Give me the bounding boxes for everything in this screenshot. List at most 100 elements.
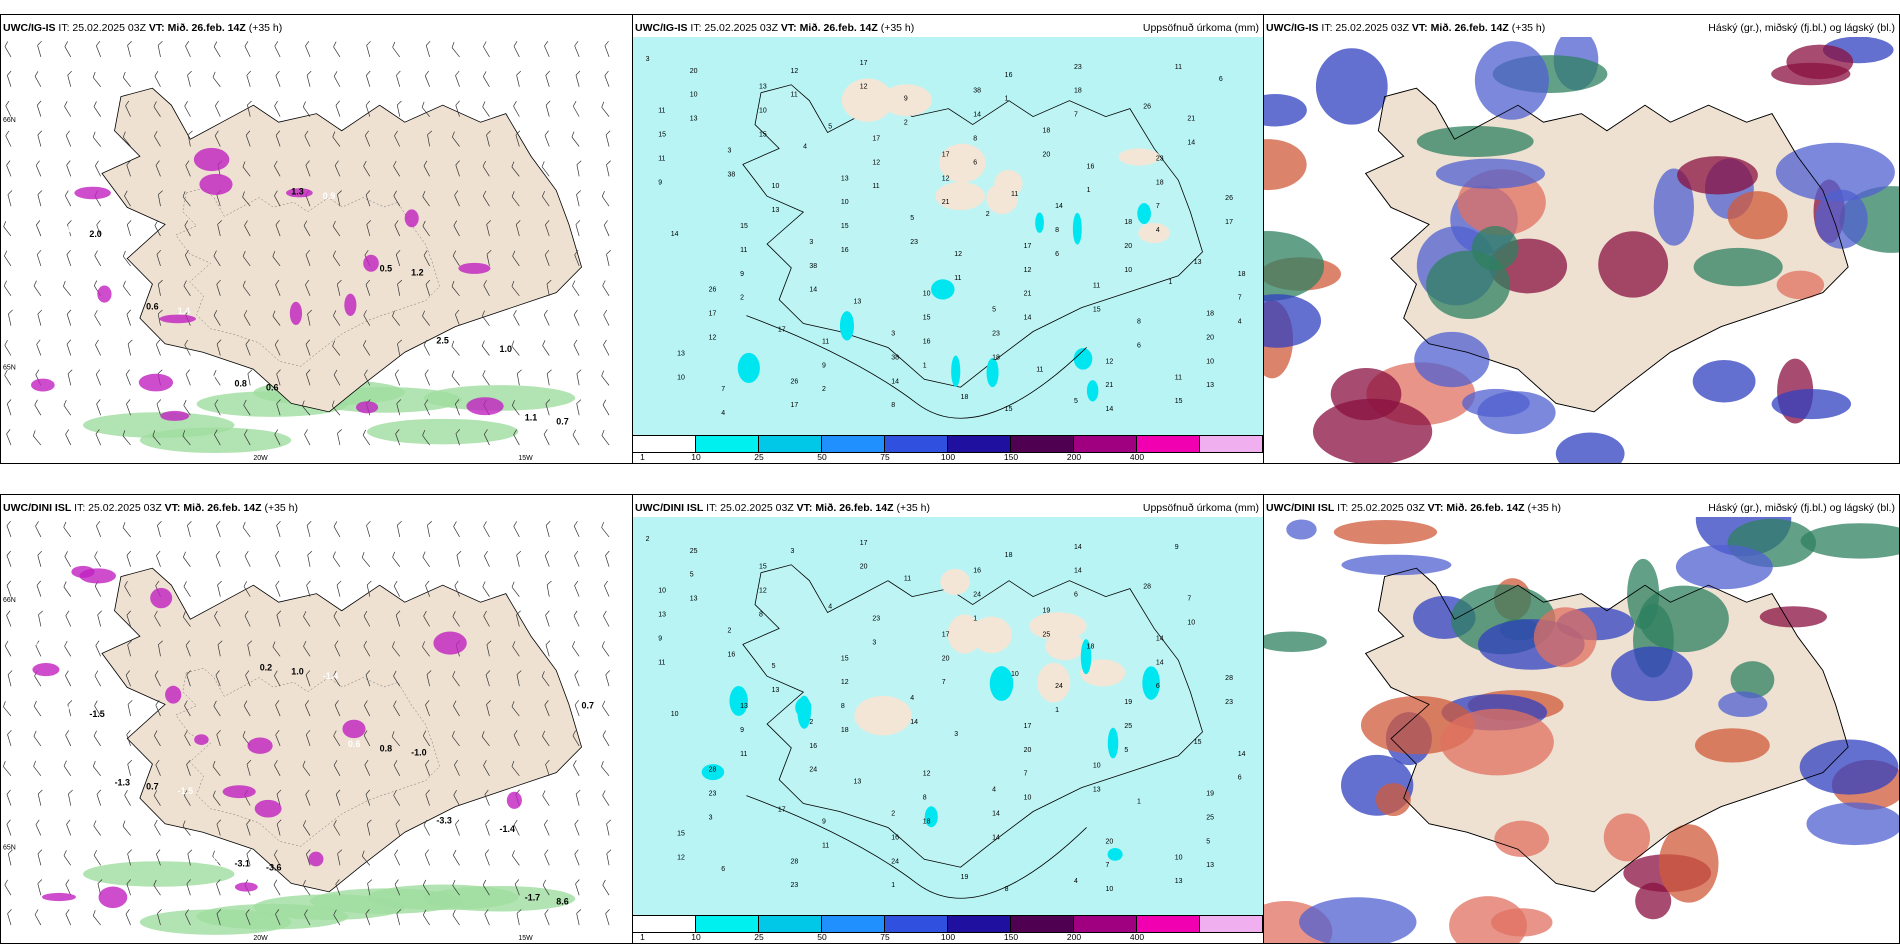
colorbar-swatch: [696, 916, 759, 932]
wind-barb: [127, 759, 133, 776]
precip-value: 13: [740, 703, 748, 710]
temp-label: 4.0: [33, 637, 45, 647]
wind-barb: [576, 399, 582, 416]
wind-barb: [216, 879, 221, 896]
colorbar-swatch: [759, 436, 822, 452]
wind-barb: [516, 550, 522, 567]
wind-barb: [573, 610, 580, 627]
wind-barb: [36, 249, 42, 267]
precip-patch: [222, 785, 256, 799]
wind-barb: [544, 849, 550, 866]
wind-barb: [605, 550, 610, 567]
precip-value: 11: [1011, 191, 1018, 198]
precip-value: 15: [759, 564, 767, 571]
precip-value: 5: [1074, 398, 1078, 405]
wind-barb: [514, 879, 520, 896]
wind-barb: [36, 339, 42, 356]
wind-barb: [486, 220, 491, 237]
cloud-map[interactable]: [1264, 37, 1899, 463]
wind-barb: [602, 280, 610, 296]
wind-barb: [304, 130, 311, 147]
wind-temp-map[interactable]: 66N 65N 20W 15W 0.5 0.6 1.0 1.4 1.2 2.0 0.9 0.7 0.8 0…: [1, 37, 632, 463]
wind-barb: [35, 640, 42, 657]
dry-area: [1037, 662, 1071, 703]
wind-barb: [216, 819, 222, 836]
wind-barb: [392, 641, 401, 657]
wind-barb: [8, 309, 13, 326]
precip-value: 14: [973, 112, 981, 119]
precip-value: 38: [973, 88, 981, 95]
wind-barb: [392, 310, 401, 326]
precip-value: 13: [658, 612, 666, 619]
wind-barb: [366, 40, 371, 58]
wind-barb: [95, 369, 102, 386]
wind-barb: [425, 40, 431, 58]
wind-barb: [126, 610, 131, 627]
cloud-patch: [1635, 882, 1672, 920]
cloud-patch: [1299, 897, 1417, 943]
precip-value: 23: [992, 331, 1000, 338]
wind-barb: [393, 160, 401, 177]
wind-barb: [606, 160, 611, 177]
precip-patch: [159, 314, 196, 324]
wind-barb: [124, 581, 131, 597]
wind-barb: [486, 250, 492, 266]
wind-barb: [216, 339, 222, 356]
wind-barb: [545, 759, 550, 776]
wind-barb: [302, 101, 311, 117]
cloud-map[interactable]: [1264, 517, 1899, 943]
wind-barb: [214, 399, 221, 416]
precip-value: 9: [822, 818, 826, 825]
wind-barb: [6, 160, 12, 177]
precip-value: 26: [1225, 195, 1233, 202]
precip-value: 28: [1225, 675, 1233, 682]
wind-barb: [422, 879, 430, 896]
wind-barb: [545, 100, 551, 117]
wind-barb: [455, 70, 460, 87]
precip-value: 9: [1175, 544, 1179, 551]
wind-barb: [333, 369, 341, 386]
precip-map[interactable]: 3 5 11 13 17 18 26 38 23 15 10 12 20 17 14 18 11 15 21 10 12…: [633, 37, 1263, 435]
precip-value: 1: [1087, 187, 1091, 194]
precip-patch: [1107, 727, 1119, 759]
precip-value: 16: [841, 247, 849, 254]
precip-value: 11: [740, 751, 747, 758]
precip-value: 16: [923, 338, 931, 345]
wind-barb: [92, 910, 101, 926]
wind-barb: [95, 640, 102, 657]
wind-barb: [156, 399, 162, 416]
wind-temp-map[interactable]: 66N 65N 20W 15W 4.0 -3.6 -1.4 -1.5 -1.0 -1.5 -1.4 8…: [1, 517, 632, 943]
wind-barb: [606, 849, 612, 866]
wind-barb: [455, 160, 460, 177]
wind-barb: [213, 370, 221, 386]
wind-barb: [363, 340, 371, 356]
wind-barb: [574, 550, 580, 567]
wind-barb: [34, 909, 42, 926]
precip-patch: [506, 791, 522, 809]
wind-barb: [274, 339, 281, 356]
precip-value: 26: [791, 378, 799, 385]
cloud-patch: [1375, 783, 1411, 817]
precip-value: 8: [891, 402, 895, 409]
precip-value: 10: [923, 291, 931, 298]
wind-barb: [546, 580, 552, 597]
wind-barb: [601, 430, 610, 446]
colorbar-swatch: [633, 436, 696, 452]
wind-barb: [603, 339, 610, 356]
precip-colorbar: 1 10 25 50 75 100 150 200 400: [633, 435, 1263, 463]
precip-map[interactable]: 2 4 10 15 17 19 28 16 14 13 12 20 25 23 24 14 9 8 7 5 3 1 6 11 1…: [633, 517, 1263, 915]
cloud-patch: [1627, 558, 1660, 630]
colorbar-tick: 25: [754, 932, 764, 942]
wind-barb: [274, 429, 281, 446]
precip-value: 17: [709, 311, 717, 318]
precip-patch: [289, 301, 303, 326]
precip-value: 8: [1005, 886, 1009, 893]
precip-value: 25: [1043, 631, 1051, 638]
wind-barb: [511, 191, 520, 207]
colorbar-swatch: [1200, 916, 1263, 932]
precip-value: 10: [1093, 763, 1101, 770]
wind-barb: [423, 819, 430, 836]
precip-value: 14: [1238, 751, 1246, 758]
precip-value: 12: [1024, 267, 1032, 274]
wind-barb: [334, 640, 341, 657]
